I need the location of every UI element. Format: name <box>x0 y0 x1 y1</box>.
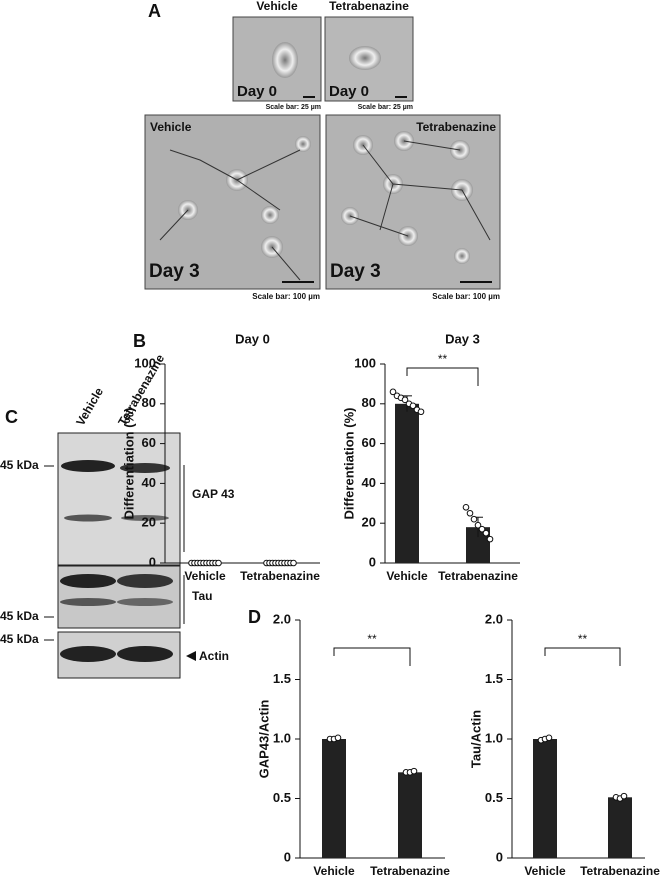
data-point <box>462 503 470 511</box>
scale-label: Scale bar: 25 µm <box>266 104 321 111</box>
band-label: Tau <box>192 589 212 603</box>
significance-label: ** <box>367 632 377 646</box>
x-tick-label: Vehicle <box>524 864 566 878</box>
day-label: Day 0 <box>329 83 369 100</box>
significance-bracket <box>333 647 411 666</box>
marker-label: 45 kDa <box>0 609 39 623</box>
significance-label: ** <box>438 352 448 366</box>
y-tick-label: 20 <box>362 515 376 530</box>
data-point <box>334 734 342 742</box>
y-tick-label: 2.0 <box>485 611 503 626</box>
y-tick-label: 1.5 <box>273 671 291 686</box>
data-point <box>409 402 417 410</box>
panel-letter: C <box>5 407 18 427</box>
day-label: Day 3 <box>149 261 200 282</box>
data-point <box>389 388 397 396</box>
image-label: Tetrabenazine <box>416 120 496 134</box>
scale-label: Scale bar: 100 µm <box>432 292 500 301</box>
column-header: Tetrabenazine <box>329 0 409 13</box>
panel-letter: A <box>148 1 161 21</box>
bar <box>398 772 422 858</box>
y-tick-label: 40 <box>362 475 376 490</box>
y-tick-label: 0 <box>369 554 376 569</box>
y-tick-label: 0.5 <box>485 790 503 805</box>
bar <box>533 739 557 858</box>
cell <box>272 42 298 78</box>
column-header: Vehicle <box>256 0 298 13</box>
bands <box>60 460 173 662</box>
bar <box>608 797 632 858</box>
bar <box>395 403 419 563</box>
arrowhead <box>186 651 196 661</box>
scale-label: Scale bar: 25 µm <box>358 104 413 111</box>
western-blot: Vehicle Tetrabenazine 45 kDa 45 kDa 45 k… <box>0 352 235 679</box>
data-point <box>474 521 482 529</box>
data-point <box>290 559 297 567</box>
image <box>144 114 321 290</box>
image-label: Vehicle <box>150 120 192 134</box>
data-point <box>466 509 474 517</box>
x-tick-label: Vehicle <box>386 569 428 583</box>
y-tick-label: 0 <box>496 849 503 864</box>
y-tick-label: 0 <box>284 849 291 864</box>
data-point <box>215 559 222 567</box>
y-axis-label: Differentiation (%) <box>341 408 356 520</box>
data-point <box>620 792 628 800</box>
significance-bracket <box>544 647 621 666</box>
y-tick-label: 2.0 <box>273 611 291 626</box>
data-point <box>482 529 490 537</box>
bar <box>322 739 346 858</box>
data-point <box>478 525 486 533</box>
y-tick-label: 60 <box>362 435 376 450</box>
day-label: Day 0 <box>237 83 277 100</box>
neurites <box>159 140 491 281</box>
band-label: GAP 43 <box>192 487 235 501</box>
y-axis-label: Differentiation (%) <box>121 408 136 520</box>
x-tick-label: Tetrabenazine <box>370 864 450 878</box>
cell <box>349 46 381 70</box>
y-tick-label: 100 <box>134 355 156 370</box>
micrographs: Vehicle Tetrabenazine Day 0 Day 0 Scale … <box>144 0 501 301</box>
y-tick-label: 80 <box>142 395 156 410</box>
x-tick-label: Tetrabenazine <box>580 864 660 878</box>
x-tick-label: Tetrabenazine <box>240 569 320 583</box>
data-point <box>417 408 425 416</box>
y-tick-label: 0.5 <box>273 790 291 805</box>
data-point <box>401 396 409 404</box>
y-tick-label: 40 <box>142 475 156 490</box>
significance-label: ** <box>578 632 588 646</box>
band-label: Actin <box>199 649 229 663</box>
data-point <box>410 767 418 775</box>
y-tick-label: 1.0 <box>485 730 503 745</box>
chart-title: Day 0 <box>235 331 270 346</box>
x-tick-label: Vehicle <box>184 569 226 583</box>
marker-label: 45 kDa <box>0 632 39 646</box>
y-axis-label: Tau/Actin <box>468 710 483 768</box>
day-label: Day 3 <box>330 261 381 282</box>
scale-label: Scale bar: 100 µm <box>252 292 320 301</box>
y-tick-label: 20 <box>142 515 156 530</box>
y-tick-label: 0 <box>149 554 156 569</box>
y-axis-label: GAP43/Actin <box>256 700 271 779</box>
y-tick-label: 1.5 <box>485 671 503 686</box>
data-point <box>545 734 553 742</box>
y-tick-label: 100 <box>354 355 376 370</box>
marker-label: 45 kDa <box>0 458 39 472</box>
data-point <box>470 515 478 523</box>
panel-letter: D <box>248 607 261 627</box>
significance-bracket <box>406 367 479 386</box>
x-tick-label: Tetrabenazine <box>438 569 518 583</box>
y-tick-label: 80 <box>362 395 376 410</box>
panel-letter: B <box>133 331 146 351</box>
y-tick-label: 60 <box>142 435 156 450</box>
lane-label: Vehicle <box>73 385 106 428</box>
blot-box <box>57 432 181 566</box>
y-tick-label: 1.0 <box>273 730 291 745</box>
x-tick-label: Vehicle <box>313 864 355 878</box>
marker-ticks <box>44 465 54 641</box>
chart-title: Day 3 <box>445 331 480 346</box>
data-point <box>486 535 494 543</box>
